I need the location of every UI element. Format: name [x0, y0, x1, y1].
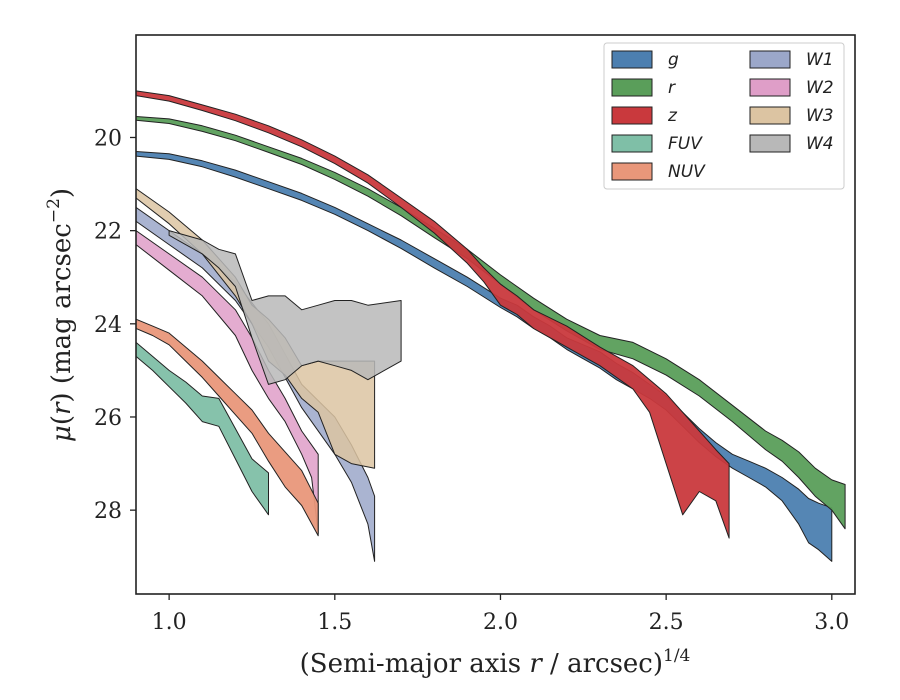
legend-label-fuv: FUV	[668, 134, 703, 154]
legend-swatch-w4	[749, 134, 791, 153]
y-tick-label: 26	[94, 406, 122, 431]
legend-swatch-g	[611, 50, 653, 69]
legend-swatch-r	[611, 78, 653, 97]
legend-label-w3: W3	[806, 106, 834, 126]
legend-swatch-w3	[749, 106, 791, 125]
legend-swatch-fuv	[611, 134, 653, 153]
legend: grz FUV NUV W1 W2 W3 W4	[603, 42, 845, 190]
x-tick-label: 2.5	[649, 610, 684, 635]
x-tick-label: 1.5	[317, 610, 352, 635]
y-axis-label: μ(r) (mag arcsec−2)	[44, 188, 77, 442]
legend-swatch-nuv	[611, 162, 653, 181]
legend-swatch-z	[611, 106, 653, 125]
plot-frame	[135, 34, 856, 595]
band-z	[136, 90, 730, 539]
x-axis-label: (Semi-major axis r / arcsec)1/4	[300, 646, 691, 679]
x-tick-label: 3.0	[814, 610, 849, 635]
y-tick-label: 22	[94, 220, 122, 245]
legend-label-w1: W1	[806, 50, 834, 70]
y-tick-label: 24	[94, 313, 122, 338]
legend-label-w4: W4	[806, 134, 834, 154]
band-fuv	[136, 341, 269, 516]
y-tick-label: 28	[94, 499, 122, 524]
x-tick-label: 2.0	[483, 610, 518, 635]
x-tick-label: 1.0	[152, 610, 187, 635]
plot-bands	[136, 90, 846, 562]
band-w4	[168, 230, 402, 385]
legend-label-g: g	[668, 50, 679, 70]
legend-label-w2: W2	[806, 78, 834, 98]
legend-swatch-w2	[749, 78, 791, 97]
legend-label-z: z	[667, 106, 678, 126]
legend-label-nuv: NUV	[668, 162, 706, 182]
y-axis: 20 22 24 26 28	[94, 126, 136, 524]
y-tick-label: 20	[94, 126, 122, 151]
legend-swatch-w1	[749, 50, 791, 69]
band-nuv	[136, 318, 319, 537]
x-axis: 1.0 1.5 2.0 2.5 3.0	[152, 594, 849, 635]
legend-label-r: r	[668, 78, 676, 98]
